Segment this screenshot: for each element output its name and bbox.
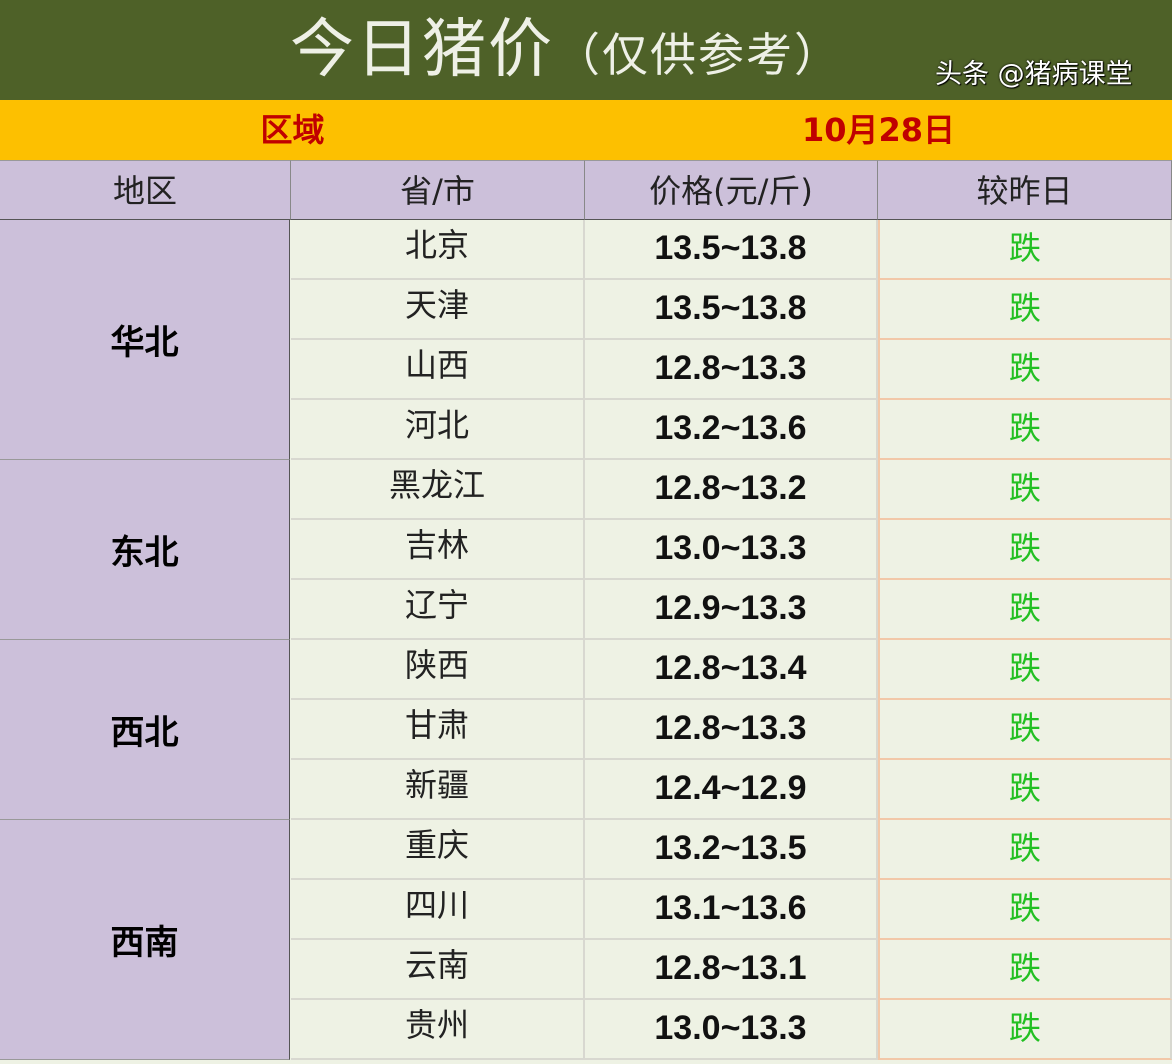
watermark: 头条 @猪病课堂	[935, 59, 1133, 90]
province-cell: 北京	[291, 220, 585, 280]
change-cell: 跌	[878, 880, 1172, 940]
price-cell: 13.2~13.6	[585, 400, 878, 460]
band-region: 区域	[0, 100, 586, 160]
region-cell: 西北	[0, 640, 290, 820]
province-cell: 重庆	[291, 820, 585, 880]
change-cell: 跌	[878, 400, 1172, 460]
change-cell: 跌	[878, 220, 1172, 280]
change-cell: 跌	[878, 760, 1172, 820]
price-cell: 12.8~13.2	[585, 460, 878, 520]
province-cell: 吉林	[291, 520, 585, 580]
header-change: 较昨日	[878, 160, 1172, 220]
price-cell: 13.2~13.5	[585, 820, 878, 880]
subtitle-text: （仅供参考）	[554, 28, 842, 82]
province-cell: 辽宁	[291, 580, 585, 640]
price-cell: 12.8~13.4	[585, 640, 878, 700]
province-cell: 甘肃	[291, 700, 585, 760]
region-cell: 华北	[0, 220, 290, 460]
price-cell: 12.9~13.3	[585, 580, 878, 640]
province-cell: 新疆	[291, 760, 585, 820]
price-cell: 12.8~13.3	[585, 700, 878, 760]
change-cell: 跌	[878, 340, 1172, 400]
header-province: 省/市	[291, 160, 585, 220]
change-cell: 跌	[878, 820, 1172, 880]
header-region: 地区	[0, 160, 291, 220]
price-cell: 13.5~13.8	[585, 280, 878, 340]
change-cell: 跌	[878, 580, 1172, 640]
price-cell: 13.1~13.6	[585, 880, 878, 940]
region-cell: 东北	[0, 460, 290, 640]
change-cell: 跌	[878, 460, 1172, 520]
change-cell: 跌	[878, 1000, 1172, 1060]
province-cell: 河北	[291, 400, 585, 460]
price-cell: 12.4~12.9	[585, 760, 878, 820]
province-cell: 云南	[291, 940, 585, 1000]
province-cell: 陕西	[291, 640, 585, 700]
price-cell: 13.0~13.3	[585, 1000, 878, 1060]
change-cell: 跌	[878, 280, 1172, 340]
page-title: 今日猪价（仅供参考）	[0, 0, 1172, 100]
price-cell: 13.5~13.8	[585, 220, 878, 280]
price-cell: 12.8~13.1	[585, 940, 878, 1000]
price-cell: 12.8~13.3	[585, 340, 878, 400]
province-cell: 贵州	[291, 1000, 585, 1060]
price-cell: 13.0~13.3	[585, 520, 878, 580]
province-cell: 四川	[291, 880, 585, 940]
change-cell: 跌	[878, 700, 1172, 760]
change-cell: 跌	[878, 520, 1172, 580]
change-cell: 跌	[878, 940, 1172, 1000]
header-price: 价格(元/斤)	[585, 160, 878, 220]
band-date: 10月28日	[585, 100, 1172, 160]
region-cell: 西南	[0, 820, 290, 1060]
province-cell: 黑龙江	[291, 460, 585, 520]
title-text: 今日猪价	[290, 13, 554, 87]
province-cell: 天津	[291, 280, 585, 340]
change-cell: 跌	[878, 640, 1172, 700]
province-cell: 山西	[291, 340, 585, 400]
